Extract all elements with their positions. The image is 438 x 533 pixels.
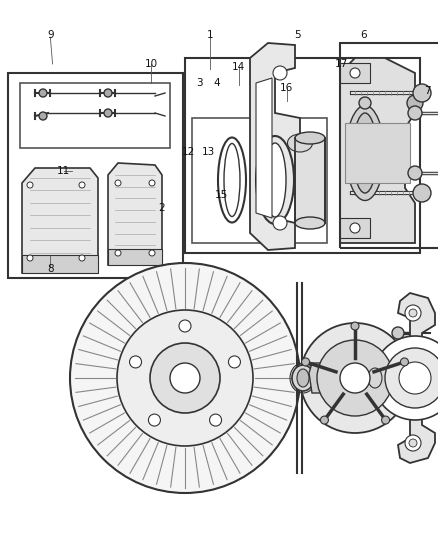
Text: 17: 17	[335, 59, 348, 69]
Circle shape	[273, 66, 287, 80]
Bar	[340, 43, 438, 248]
Circle shape	[321, 416, 328, 424]
Circle shape	[381, 416, 389, 424]
Circle shape	[359, 97, 371, 109]
Polygon shape	[108, 163, 162, 265]
Bar	[20, 83, 170, 148]
Ellipse shape	[287, 134, 312, 152]
Text: 8: 8	[47, 264, 54, 274]
Circle shape	[409, 309, 417, 317]
Ellipse shape	[292, 365, 314, 391]
Bar	[185, 58, 420, 253]
Text: 6: 6	[360, 30, 367, 39]
Circle shape	[405, 435, 421, 451]
Circle shape	[27, 182, 33, 188]
Bar	[108, 249, 162, 265]
Circle shape	[392, 327, 404, 339]
Text: 10: 10	[145, 59, 158, 69]
Circle shape	[317, 340, 393, 416]
Circle shape	[27, 255, 33, 261]
Ellipse shape	[353, 113, 377, 193]
Circle shape	[229, 356, 240, 368]
Text: 9: 9	[47, 30, 54, 39]
Polygon shape	[340, 58, 415, 243]
Bar	[345, 123, 410, 183]
Circle shape	[407, 95, 423, 111]
Circle shape	[79, 182, 85, 188]
Text: 1: 1	[207, 30, 214, 39]
Circle shape	[301, 358, 310, 366]
Circle shape	[408, 106, 422, 120]
Text: 16: 16	[280, 83, 293, 93]
Circle shape	[350, 68, 360, 78]
Circle shape	[340, 363, 370, 393]
Circle shape	[400, 358, 409, 366]
Circle shape	[79, 255, 85, 261]
Circle shape	[170, 363, 200, 393]
Circle shape	[130, 356, 141, 368]
Circle shape	[117, 310, 253, 446]
Circle shape	[351, 322, 359, 330]
Bar	[22, 255, 98, 273]
Circle shape	[104, 89, 112, 97]
Ellipse shape	[295, 217, 325, 229]
Ellipse shape	[256, 136, 294, 224]
Circle shape	[148, 414, 160, 426]
Bar	[192, 118, 327, 243]
Bar	[295, 138, 325, 223]
Circle shape	[39, 89, 47, 97]
Circle shape	[115, 250, 121, 256]
Circle shape	[300, 323, 410, 433]
Circle shape	[39, 112, 47, 120]
Text: 11: 11	[57, 166, 70, 175]
Circle shape	[385, 348, 438, 408]
Circle shape	[150, 343, 220, 413]
Circle shape	[149, 250, 155, 256]
Ellipse shape	[295, 132, 325, 144]
Ellipse shape	[224, 143, 240, 216]
Text: 15: 15	[215, 190, 228, 199]
Circle shape	[104, 109, 112, 117]
Text: 4: 4	[213, 78, 220, 87]
Text: 3: 3	[196, 78, 203, 87]
Ellipse shape	[346, 106, 384, 200]
Circle shape	[405, 305, 421, 321]
Text: 7: 7	[424, 86, 431, 95]
Ellipse shape	[368, 368, 382, 388]
Ellipse shape	[264, 143, 286, 217]
Circle shape	[149, 180, 155, 186]
Circle shape	[373, 336, 438, 420]
Circle shape	[399, 362, 431, 394]
Circle shape	[409, 439, 417, 447]
Bar	[340, 63, 370, 83]
Polygon shape	[250, 43, 300, 250]
Polygon shape	[22, 168, 98, 273]
Circle shape	[273, 216, 287, 230]
Circle shape	[413, 184, 431, 202]
Text: 14: 14	[232, 62, 245, 71]
Circle shape	[209, 414, 222, 426]
Polygon shape	[256, 78, 272, 218]
Text: 5: 5	[294, 30, 301, 39]
Ellipse shape	[297, 369, 309, 387]
Circle shape	[70, 263, 300, 493]
Text: 2: 2	[159, 203, 166, 213]
Polygon shape	[309, 363, 335, 393]
Bar	[340, 218, 370, 238]
Circle shape	[408, 166, 422, 180]
Text: 13: 13	[201, 147, 215, 157]
Circle shape	[413, 84, 431, 102]
Circle shape	[179, 320, 191, 332]
Circle shape	[350, 223, 360, 233]
Circle shape	[115, 180, 121, 186]
Ellipse shape	[218, 138, 246, 222]
Polygon shape	[393, 293, 438, 463]
Bar	[8, 73, 183, 278]
Text: 12: 12	[182, 147, 195, 157]
